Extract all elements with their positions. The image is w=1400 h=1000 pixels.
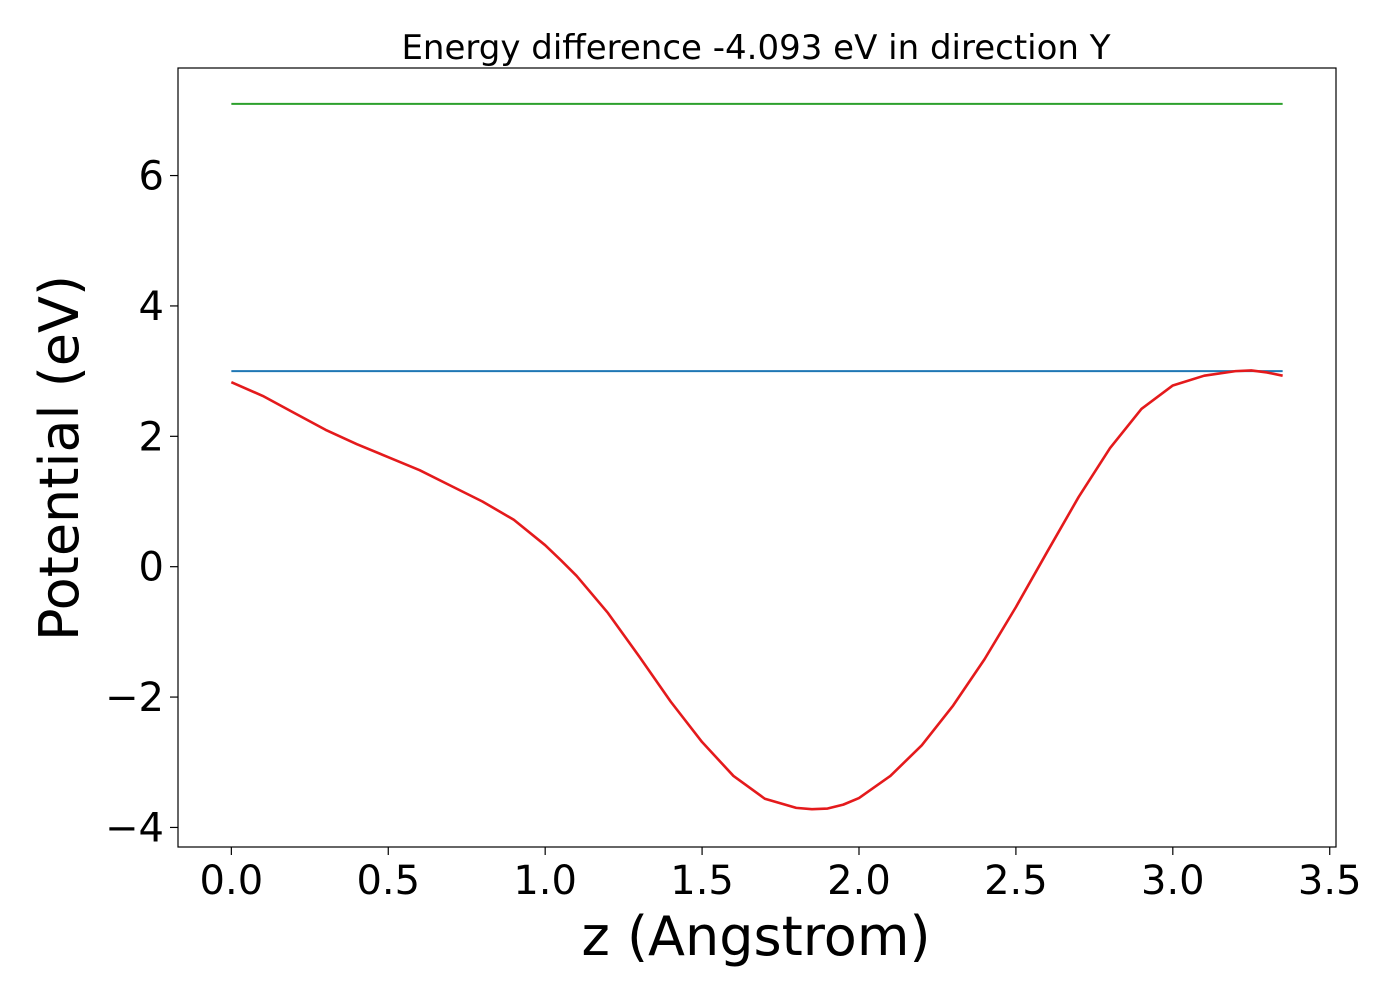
x-tick-label: 0.5 [356, 858, 420, 904]
y-tick-label: 0 [139, 545, 164, 591]
y-tick-label: −2 [105, 675, 164, 721]
y-tick-label: 4 [139, 284, 164, 330]
plot-frame [177, 67, 1337, 848]
x-tick-label: 1.5 [670, 858, 734, 904]
x-tick-label: 1.0 [513, 858, 577, 904]
y-axis-title: Potential (eV) [28, 275, 91, 641]
x-tick-label: 3.0 [1141, 858, 1205, 904]
y-tick-label: 2 [139, 414, 164, 460]
x-axis-title: z (Angstrom) [581, 905, 930, 968]
x-tick-label: 3.5 [1298, 858, 1362, 904]
series-line-2 [230, 369, 1283, 811]
x-tick-label: 2.5 [984, 858, 1048, 904]
chart-title: Energy difference -4.093 eV in direction… [401, 28, 1110, 68]
plot-area [230, 102, 1283, 811]
x-axis: 0.0 0.5 1.0 1.5 2.0 2.5 3.0 3.5 [200, 847, 1362, 904]
x-tick-label: 0.0 [200, 858, 264, 904]
y-tick-label: 6 [139, 154, 164, 200]
y-tick-label: −4 [105, 805, 164, 851]
x-tick-label: 2.0 [827, 858, 891, 904]
y-axis: −4 −2 0 2 4 6 [105, 154, 178, 851]
